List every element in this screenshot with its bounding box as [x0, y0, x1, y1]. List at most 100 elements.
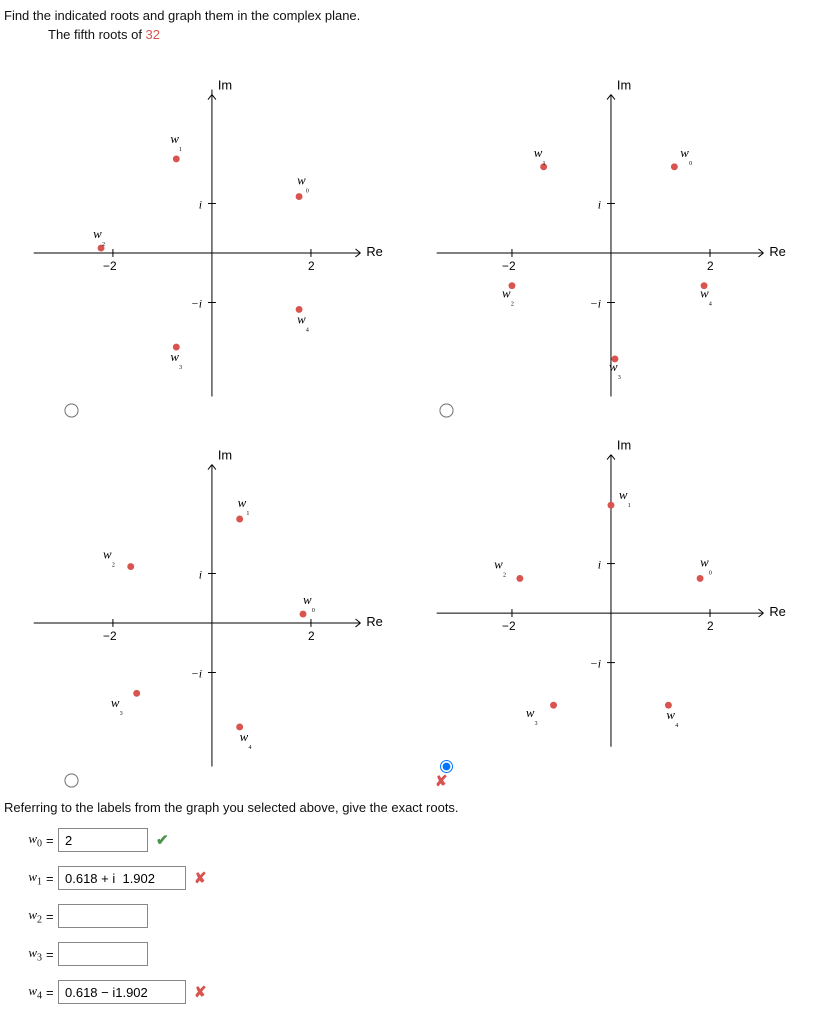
svg-text:i: i	[598, 558, 601, 572]
radio-c[interactable]	[64, 773, 78, 787]
axes-c: Im Re 2 −2 i −i	[34, 448, 383, 767]
svg-text:Im: Im	[617, 78, 631, 93]
axes-d: Im Re 2 −2 i −i	[437, 438, 786, 747]
answer-prompt: Referring to the labels from the graph y…	[4, 800, 810, 815]
svg-text:Re: Re	[769, 244, 785, 259]
equals-sign: =	[46, 871, 58, 886]
svg-text:−i: −i	[590, 296, 601, 310]
root-label: w₀	[303, 593, 315, 613]
x-icon: ✘	[194, 983, 207, 1001]
answer-input-w1[interactable]	[58, 866, 186, 890]
re-label: Re	[366, 244, 382, 259]
axes-b: Im Re 2 −2 i −i	[437, 78, 786, 397]
svg-text:i: i	[199, 567, 202, 581]
radio-b[interactable]	[439, 403, 453, 417]
root-point	[133, 690, 140, 697]
root-label: w₄	[700, 287, 713, 307]
root-label: w₀	[297, 174, 309, 194]
svg-text:i: i	[199, 197, 202, 211]
root-point	[300, 611, 307, 618]
answer-row-w3: w3=	[4, 937, 810, 971]
root-label: w₃	[526, 706, 538, 726]
graph-cell-d: Im Re 2 −2 i −i w₀ w₁ w₂ w₃ w₄ ✘	[407, 420, 810, 790]
root-label: w₄	[240, 730, 253, 750]
svg-text:−2: −2	[103, 629, 117, 643]
svg-text:i: i	[598, 197, 601, 211]
graph-a-svg: Im Re 2 −2 i −i w₀ w₁ w₂ w₃ w₄	[4, 50, 407, 416]
root-point	[173, 155, 180, 162]
answer-row-w2: w2=	[4, 899, 810, 933]
answer-label-w2: w2	[4, 907, 46, 926]
svg-text:2: 2	[308, 629, 315, 643]
answer-input-w3[interactable]	[58, 942, 148, 966]
root-point	[671, 163, 678, 170]
root-label: w₁	[619, 488, 631, 508]
answer-row-w1: w1= ✘	[4, 861, 810, 895]
svg-text:−2: −2	[502, 619, 516, 633]
graph-cell-a: Im Re 2 −2 i −i w₀ w₁ w₂ w₃ w₄	[4, 50, 407, 420]
points-a: w₀ w₁ w₂ w₃ w₄	[93, 132, 310, 369]
im-label: Im	[218, 78, 232, 93]
points-d: w₀ w₁ w₂ w₃ w₄	[494, 488, 712, 727]
root-label: w₂	[103, 548, 115, 568]
svg-text:2: 2	[308, 259, 315, 273]
answer-input-w0[interactable]	[58, 828, 148, 852]
svg-text:−2: −2	[103, 259, 117, 273]
root-point	[296, 193, 303, 200]
sub-prefix: The fifth roots of	[48, 27, 146, 42]
answer-label-w1: w1	[4, 869, 46, 888]
radio-b-holder[interactable]	[435, 401, 456, 420]
root-point	[236, 516, 243, 523]
answer-label-w4: w4	[4, 983, 46, 1002]
answer-row-w0: w0= ✔	[4, 823, 810, 857]
radio-c-holder[interactable]	[60, 771, 81, 790]
question-main: Find the indicated roots and graph them …	[4, 8, 810, 23]
root-label: w₁	[170, 132, 182, 152]
answer-label-w0: w0	[4, 831, 46, 850]
svg-text:Im: Im	[617, 438, 631, 453]
root-point	[516, 575, 523, 582]
root-point	[127, 563, 134, 570]
graph-b-svg: Im Re 2 −2 i −i w₀w₁w₂w₃w₄	[407, 50, 810, 416]
root-label: w₀	[680, 146, 692, 166]
root-point	[550, 702, 557, 709]
root-label: w₃	[170, 350, 182, 370]
equals-sign: =	[46, 833, 58, 848]
svg-text:2: 2	[707, 619, 714, 633]
answer-row-w4: w4= ✘	[4, 975, 810, 1009]
answer-label-w3: w3	[4, 945, 46, 964]
root-label: w₄	[297, 312, 310, 332]
root-label: w₂	[93, 227, 105, 247]
root-label: w₂	[502, 287, 514, 307]
svg-text:−i: −i	[191, 296, 202, 310]
root-label: w₁	[534, 146, 546, 166]
svg-text:Re: Re	[366, 614, 382, 629]
root-point	[697, 575, 704, 582]
svg-text:Re: Re	[769, 604, 785, 619]
root-label: w₀	[700, 556, 712, 576]
svg-text:Im: Im	[218, 448, 232, 463]
radio-a-holder[interactable]	[60, 401, 81, 420]
radio-a[interactable]	[64, 403, 78, 417]
equals-sign: =	[46, 947, 58, 962]
answer-section: Referring to the labels from the graph y…	[4, 800, 810, 1009]
check-icon: ✔	[156, 831, 169, 849]
root-label: w₂	[494, 558, 506, 578]
graphs-grid: Im Re 2 −2 i −i w₀ w₁ w₂ w₃ w₄	[4, 50, 810, 790]
svg-text:−2: −2	[502, 259, 516, 273]
root-label: w₃	[111, 696, 123, 716]
x-icon: ✘	[194, 869, 207, 887]
graph-d-wrong-icon: ✘	[435, 772, 448, 790]
root-label: w₁	[238, 496, 250, 516]
question-sub: The fifth roots of 32	[48, 27, 810, 42]
question-value: 32	[146, 27, 160, 42]
graph-cell-b: Im Re 2 −2 i −i w₀w₁w₂w₃w₄	[407, 50, 810, 420]
points-b: w₀w₁w₂w₃w₄	[502, 146, 713, 379]
svg-text:−i: −i	[191, 666, 202, 680]
svg-text:−i: −i	[590, 657, 601, 671]
answer-input-w2[interactable]	[58, 904, 148, 928]
equals-sign: =	[46, 985, 58, 1000]
axes-a: Im Re 2 −2 i −i	[34, 78, 383, 397]
answer-input-w4[interactable]	[58, 980, 186, 1004]
root-label: w₄	[666, 708, 679, 728]
